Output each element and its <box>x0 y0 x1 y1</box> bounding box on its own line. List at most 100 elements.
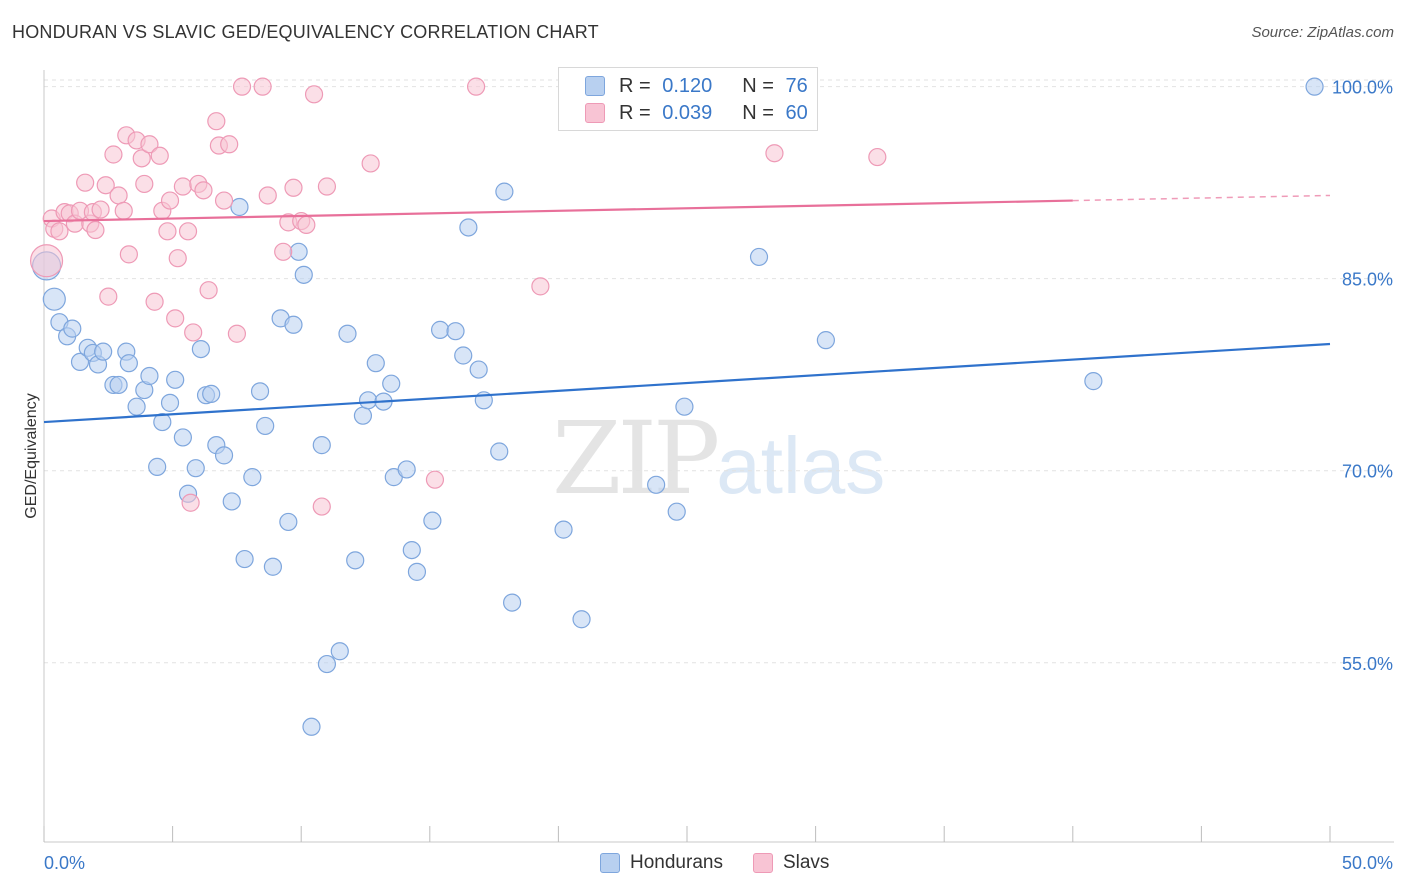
y-tick-label: 70.0% <box>1342 462 1393 482</box>
legend-item-slavs[interactable]: Slavs <box>752 852 830 874</box>
point-hondurans <box>294 265 313 284</box>
point-hondurans <box>490 442 509 461</box>
point-hondurans <box>202 384 221 404</box>
trend-line-slavs <box>43 199 1073 223</box>
point-hondurans <box>302 717 321 736</box>
point-hondurans <box>312 436 331 455</box>
point-hondurans <box>230 197 249 217</box>
point-hondurans <box>222 492 241 511</box>
point-hondurans <box>495 182 514 201</box>
point-slavs <box>29 244 64 278</box>
point-hondurans <box>454 346 473 365</box>
point-hondurans <box>503 593 522 612</box>
point-slavs <box>104 145 123 164</box>
point-hondurans <box>338 324 357 343</box>
point-slavs <box>91 200 110 219</box>
point-hondurans <box>140 366 159 386</box>
point-slavs <box>76 173 95 192</box>
legend-label-slavs: Slavs <box>782 852 830 873</box>
point-hondurans <box>358 391 378 410</box>
point-hondurans <box>423 511 442 530</box>
legend-n-value: 60 <box>785 101 808 124</box>
point-hondurans <box>63 319 82 338</box>
x-tick-label-max: 50.0% <box>1342 853 1393 873</box>
stats-legend: R = 0.120 N = 76 R = 0.039 N = 60 <box>558 67 818 131</box>
point-slavs <box>361 154 380 173</box>
point-slavs <box>109 186 128 205</box>
legend-swatch-hondurans <box>600 853 620 873</box>
point-hondurans <box>749 247 769 267</box>
point-slavs <box>297 215 316 235</box>
series-legend: Hondurans Slavs <box>600 852 859 874</box>
point-slavs <box>158 222 177 241</box>
x-tick-label-min: 0.0% <box>44 853 85 873</box>
point-hondurans <box>148 457 167 476</box>
legend-r-label: R = <box>619 74 657 97</box>
point-slavs <box>531 277 550 296</box>
point-slavs <box>220 135 239 154</box>
point-slavs <box>166 309 185 328</box>
point-hondurans <box>382 374 401 393</box>
legend-swatch-slavs <box>752 853 773 873</box>
point-hondurans <box>263 557 283 576</box>
point-slavs <box>178 222 198 241</box>
point-slavs <box>199 281 218 300</box>
chart-title: HONDURAN VS SLAVIC GED/EQUIVALENCY CORRE… <box>12 22 599 42</box>
legend-n-label: N = <box>742 101 780 124</box>
point-slavs <box>232 77 252 96</box>
point-slavs <box>140 135 159 154</box>
point-hondurans <box>94 342 113 361</box>
point-hondurans <box>166 370 185 389</box>
point-hondurans <box>469 360 488 379</box>
point-slavs <box>304 85 324 104</box>
point-hondurans <box>816 331 835 350</box>
point-slavs <box>765 144 784 163</box>
legend-item-hondurans[interactable]: Hondurans <box>600 852 723 874</box>
point-hondurans <box>109 375 128 395</box>
point-hondurans <box>647 475 666 494</box>
point-slavs <box>96 176 115 195</box>
trend-line-slavs-extension <box>1072 194 1331 202</box>
point-slavs <box>253 77 272 96</box>
legend-row-hondurans: R = 0.120 N = 76 <box>585 74 808 98</box>
trend-line-hondurans <box>43 342 1331 424</box>
point-slavs <box>274 242 293 261</box>
point-hondurans <box>284 315 303 334</box>
point-hondurans <box>346 551 365 570</box>
y-axis-label: GED/Equivalency <box>23 393 40 518</box>
watermark: ZIPatlas <box>552 400 885 517</box>
watermark-zip: ZIP <box>552 400 720 517</box>
point-hondurans <box>446 322 465 341</box>
point-slavs <box>119 245 138 264</box>
point-slavs <box>181 493 200 512</box>
point-hondurans <box>353 406 373 425</box>
y-tick-label: 85.0% <box>1342 270 1393 290</box>
watermark-atlas: atlas <box>716 421 886 510</box>
point-hondurans <box>70 352 90 372</box>
point-hondurans <box>366 354 385 373</box>
point-hondurans <box>186 459 205 478</box>
point-slavs <box>150 146 169 165</box>
point-slavs <box>312 497 331 516</box>
point-slavs <box>258 186 277 205</box>
point-hondurans <box>153 412 172 432</box>
point-hondurans <box>256 416 275 436</box>
point-slavs <box>194 181 213 200</box>
point-slavs <box>160 191 180 210</box>
point-slavs <box>168 249 187 268</box>
point-hondurans <box>1084 372 1103 391</box>
point-hondurans <box>235 549 254 569</box>
point-hondurans <box>397 460 416 479</box>
point-hondurans <box>214 446 234 465</box>
legend-swatch-blue <box>585 76 605 96</box>
legend-r-value: 0.039 <box>662 101 713 124</box>
point-hondurans <box>554 520 573 539</box>
point-slavs <box>86 220 105 240</box>
point-hondurans <box>317 654 337 674</box>
point-slavs <box>284 178 303 197</box>
point-slavs <box>207 112 226 131</box>
point-slavs <box>173 177 192 196</box>
point-slavs <box>214 191 234 210</box>
point-slavs <box>135 174 154 194</box>
